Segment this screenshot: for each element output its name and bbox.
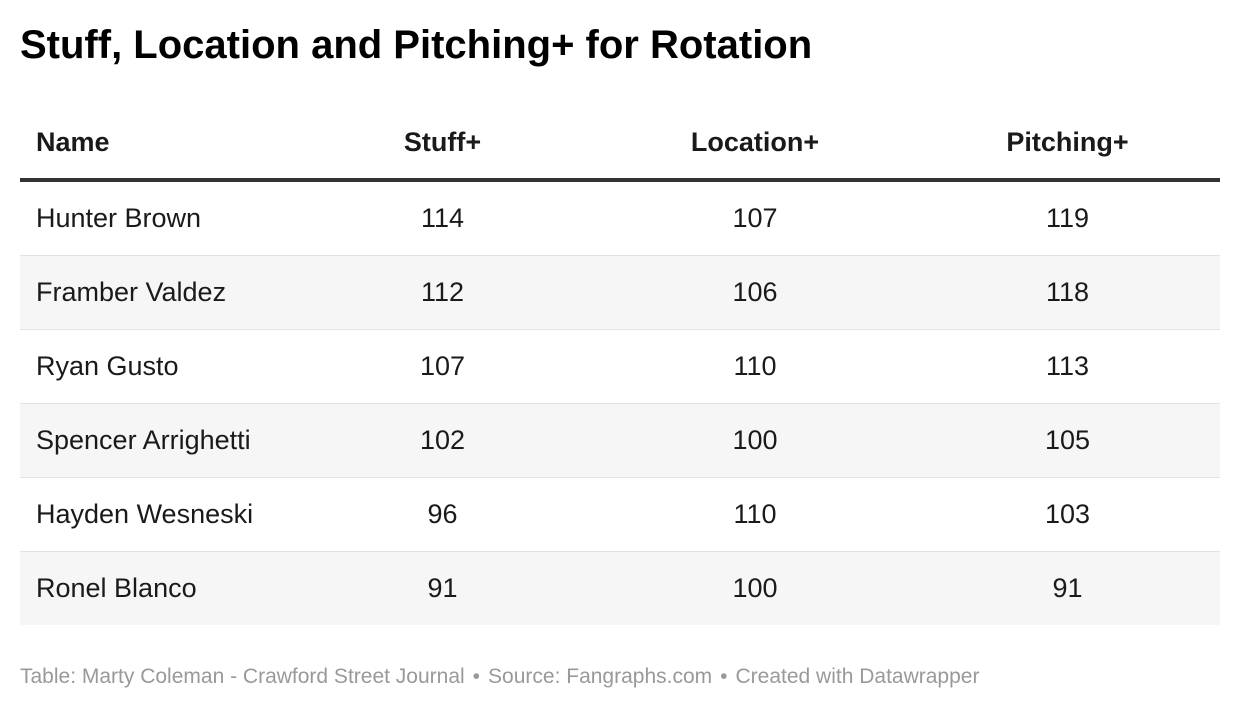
cell-location: 110 bbox=[595, 329, 915, 404]
table-row: Hunter Brown 114 107 119 bbox=[20, 180, 1220, 256]
table-row: Hayden Wesneski 96 110 103 bbox=[20, 477, 1220, 552]
cell-location: 107 bbox=[595, 180, 915, 256]
cell-stuff: 114 bbox=[290, 180, 595, 256]
footer-source: Source: Fangraphs.com bbox=[488, 665, 713, 688]
table-header-row: Name Stuff+ Location+ Pitching+ bbox=[20, 106, 1220, 182]
table-row: Framber Valdez 112 106 118 bbox=[20, 255, 1220, 330]
column-header-name: Name bbox=[20, 106, 290, 182]
cell-stuff: 96 bbox=[290, 477, 595, 552]
cell-stuff: 102 bbox=[290, 403, 595, 478]
column-header-pitching: Pitching+ bbox=[915, 106, 1220, 182]
cell-location: 106 bbox=[595, 255, 915, 330]
cell-pitching: 105 bbox=[915, 403, 1220, 478]
table-row: Ronel Blanco 91 100 91 bbox=[20, 551, 1220, 625]
cell-name: Hayden Wesneski bbox=[20, 477, 290, 552]
chart-footer: Table: Marty Coleman - Crawford Street J… bbox=[20, 664, 979, 690]
cell-pitching: 103 bbox=[915, 477, 1220, 552]
cell-name: Ronel Blanco bbox=[20, 551, 290, 625]
cell-location: 100 bbox=[595, 551, 915, 625]
cell-stuff: 91 bbox=[290, 551, 595, 625]
footer-separator: • bbox=[472, 665, 481, 688]
column-header-stuff: Stuff+ bbox=[290, 106, 595, 182]
data-table: Name Stuff+ Location+ Pitching+ Hunter B… bbox=[20, 106, 1220, 625]
column-header-location: Location+ bbox=[595, 106, 915, 182]
cell-stuff: 107 bbox=[290, 329, 595, 404]
cell-name: Spencer Arrighetti bbox=[20, 403, 290, 478]
cell-name: Hunter Brown bbox=[20, 180, 290, 256]
cell-pitching: 118 bbox=[915, 255, 1220, 330]
table-row: Spencer Arrighetti 102 100 105 bbox=[20, 403, 1220, 478]
footer-credit: Table: Marty Coleman - Crawford Street J… bbox=[20, 665, 465, 688]
cell-stuff: 112 bbox=[290, 255, 595, 330]
cell-pitching: 91 bbox=[915, 551, 1220, 625]
footer-separator: • bbox=[720, 665, 728, 688]
footer-created-with: Created with Datawrapper bbox=[735, 665, 980, 688]
cell-name: Ryan Gusto bbox=[20, 329, 290, 404]
cell-pitching: 113 bbox=[915, 329, 1220, 404]
cell-location: 110 bbox=[595, 477, 915, 552]
cell-name: Framber Valdez bbox=[20, 255, 290, 330]
table-row: Ryan Gusto 107 110 113 bbox=[20, 329, 1220, 404]
chart-title: Stuff, Location and Pitching+ for Rotati… bbox=[20, 23, 813, 67]
cell-location: 100 bbox=[595, 403, 915, 478]
cell-pitching: 119 bbox=[915, 180, 1220, 256]
